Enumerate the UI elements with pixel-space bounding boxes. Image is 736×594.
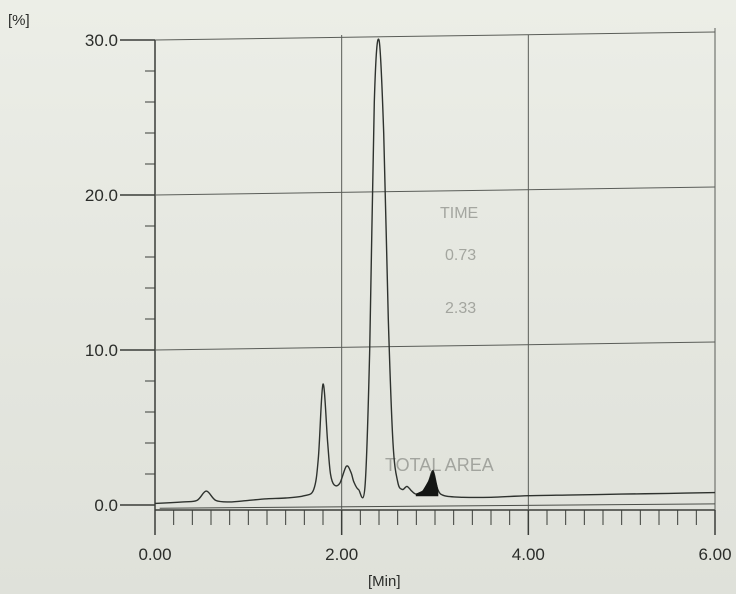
chromatogram-trace [154,38,716,505]
y-tick-label: 0.0 [94,496,118,515]
x-tick-label: 0.00 [138,545,171,564]
grid-line-horizontal [154,31,716,41]
background-row-value: 2.33 [445,300,476,317]
baseline [159,503,716,509]
grid-lines [154,28,716,510]
shaded-peak [415,469,439,497]
background-row-value: 0.73 [445,247,476,264]
y-axis-unit-label: [%] [8,12,30,29]
background-time-header: TIME [440,205,478,222]
axis-ticks: 0.0 10.0 20.0 30.0 0.00 2.00 4.00 6.00 [85,31,732,564]
y-tick-label: 30.0 [85,31,118,50]
grid-line-horizontal [154,341,716,351]
y-tick-label: 20.0 [85,186,118,205]
background-total-area: TOTAL AREA [385,455,494,475]
y-tick-label: 10.0 [85,341,118,360]
x-tick-label: 2.00 [325,545,358,564]
grid-line-horizontal [154,186,716,196]
series-layer [154,38,716,509]
x-axis-unit-label: [Min] [368,573,401,590]
x-tick-label: 6.00 [698,545,731,564]
x-tick-label: 4.00 [512,545,545,564]
background-print: TIME 0.73 2.33 TOTAL AREA [385,205,494,475]
